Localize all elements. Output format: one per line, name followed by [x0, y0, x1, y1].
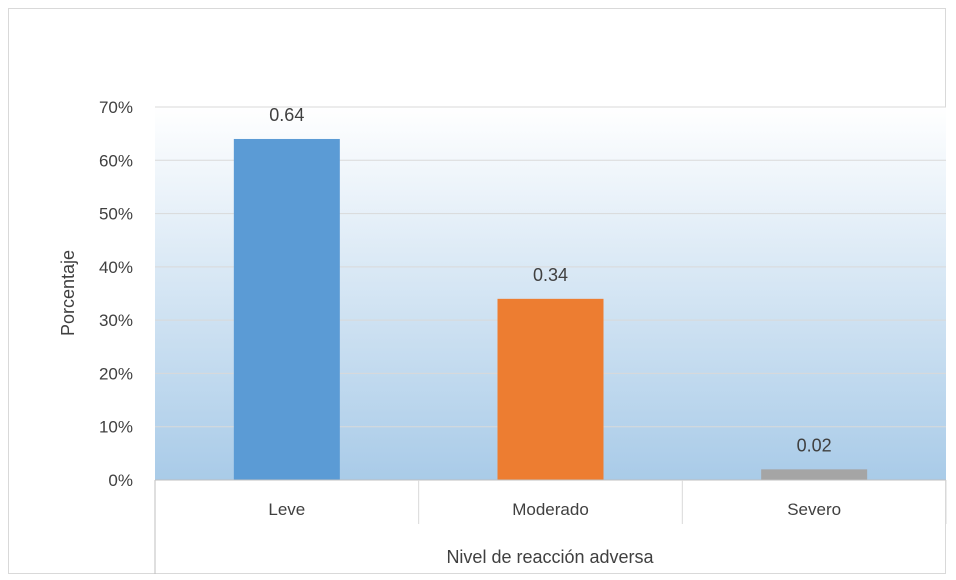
- y-tick-label: 40%: [99, 258, 133, 277]
- bar-leve: [233, 138, 340, 480]
- x-category-label: Moderado: [512, 500, 589, 519]
- x-category-label: Leve: [268, 500, 305, 519]
- y-axis-title: Porcentaje: [58, 250, 78, 336]
- y-tick-label: 20%: [99, 364, 133, 383]
- y-tick-label: 0%: [108, 471, 133, 490]
- data-label: 0.02: [797, 435, 832, 455]
- y-tick-label: 10%: [99, 418, 133, 437]
- bars: [233, 138, 868, 480]
- data-labels: 0.64 0.34 0.02: [269, 105, 831, 455]
- y-tick-label: 70%: [99, 98, 133, 117]
- data-label: 0.64: [269, 105, 304, 125]
- y-tick-label: 50%: [99, 205, 133, 224]
- y-axis-ticks: 0% 10% 20% 30% 40% 50% 60% 70%: [99, 98, 133, 490]
- y-tick-label: 60%: [99, 151, 133, 170]
- x-axis-title: Nivel de reacción adversa: [446, 547, 654, 567]
- y-tick-label: 30%: [99, 311, 133, 330]
- bar-moderado: [497, 298, 604, 480]
- x-category-label: Severo: [787, 500, 841, 519]
- data-label: 0.34: [533, 265, 568, 285]
- x-axis: Leve Moderado Severo: [154, 479, 947, 574]
- bar-severo: [761, 469, 868, 480]
